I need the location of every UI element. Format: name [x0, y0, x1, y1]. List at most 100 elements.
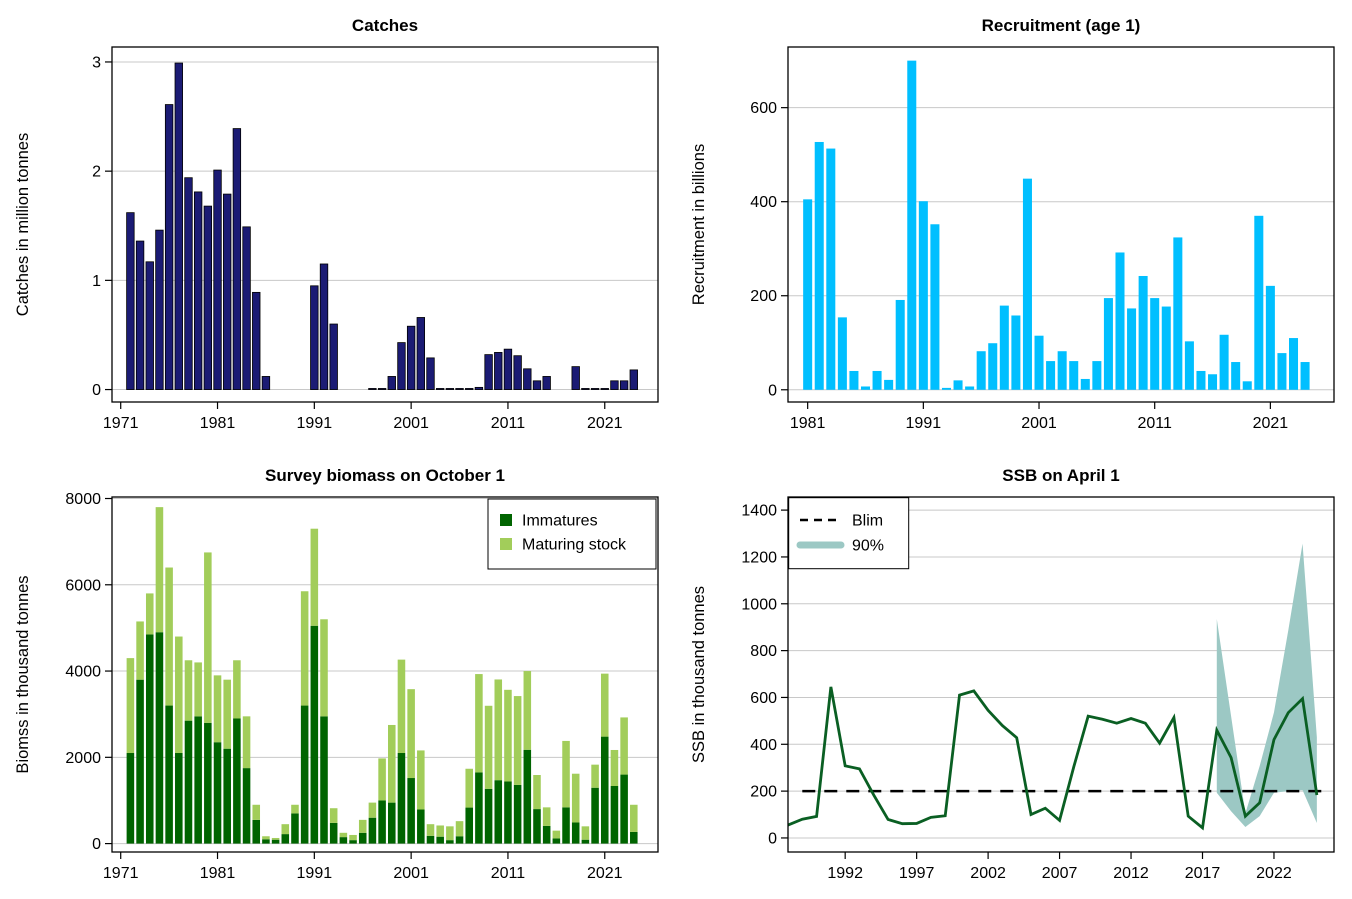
bar-immatures	[475, 772, 483, 844]
bar	[377, 388, 387, 390]
bar-immatures	[358, 832, 367, 844]
bar	[232, 128, 242, 390]
bar	[174, 62, 183, 390]
bar	[837, 317, 847, 390]
bar-maturing	[252, 804, 261, 820]
x-tick-label: 2001	[393, 415, 429, 432]
biomass-legend: Immatures Maturing stock	[487, 498, 657, 570]
bar-maturing	[581, 826, 590, 840]
x-tick-label: 1971	[103, 865, 139, 882]
bar	[416, 317, 425, 390]
x-tick-label: 1992	[827, 865, 863, 882]
y-tick-label: 400	[750, 737, 777, 754]
bar-maturing	[562, 740, 570, 808]
bar-immatures	[281, 834, 290, 844]
bar	[523, 368, 532, 390]
bar	[849, 370, 859, 390]
bar	[513, 355, 522, 390]
bar-maturing	[455, 821, 464, 837]
bar-maturing	[136, 621, 144, 680]
x-tick-label: 2017	[1185, 865, 1221, 882]
bar-maturing	[300, 591, 309, 706]
bar	[895, 299, 905, 390]
bar-maturing	[465, 768, 473, 808]
bar-immatures	[630, 831, 638, 844]
bar-immatures	[310, 625, 319, 844]
bar-immatures	[213, 742, 222, 844]
bar-immatures	[300, 705, 309, 844]
y-tick-label: 0	[92, 836, 101, 853]
y-tick-label: 0	[768, 382, 777, 399]
bar	[1069, 361, 1079, 390]
bar	[319, 263, 329, 390]
y-tick-label: 0	[92, 382, 101, 399]
y-tick-label: 6000	[65, 577, 101, 594]
plot-box	[787, 46, 1335, 403]
bar-immatures	[242, 768, 251, 844]
bar-maturing	[368, 802, 377, 818]
bar	[1231, 362, 1241, 390]
bar-maturing	[426, 824, 435, 836]
bar-immatures	[523, 749, 532, 844]
y-tick-label: 200	[750, 784, 777, 801]
bar	[1300, 362, 1310, 390]
bar-immatures	[204, 722, 212, 844]
bar-maturing	[339, 832, 348, 838]
x-tick-label: 1997	[899, 865, 935, 882]
bar-maturing	[175, 636, 183, 754]
bar	[600, 388, 609, 390]
bar	[484, 354, 493, 390]
bar-maturing	[475, 674, 483, 773]
ssb-panel: 1992 1997 2002 2007 2012 2017 2022 0 200 400 600 80…	[690, 466, 1335, 882]
plot-dynamic: 1971 1981 1991 2001 2011 2021 0 1 2 3	[92, 46, 659, 432]
bar-maturing	[591, 764, 599, 788]
bar-maturing	[494, 679, 503, 781]
bar	[426, 357, 435, 390]
y-tick-label: 600	[750, 100, 777, 117]
y-tick-label: 3	[92, 54, 101, 71]
bar	[329, 323, 338, 390]
bar-immatures	[329, 822, 338, 844]
bar	[164, 104, 174, 390]
plot-box	[111, 46, 659, 403]
bar	[619, 380, 629, 390]
recruitment-panel: 1981 1991 2001 2011 2021 0 200 400 600 Recruitme…	[690, 16, 1335, 432]
bar	[1046, 361, 1056, 390]
bar-maturing	[378, 758, 386, 801]
bar-immatures	[388, 802, 396, 844]
bar	[436, 388, 445, 390]
chart-title: SSB on April 1	[1002, 466, 1119, 485]
bar	[1022, 178, 1032, 390]
legend-box	[487, 498, 657, 570]
bar	[368, 388, 377, 390]
bar-immatures	[465, 807, 473, 844]
bar	[223, 193, 232, 390]
bar-maturing	[523, 671, 532, 750]
x-tick-label: 2011	[1137, 415, 1172, 432]
x-tick-label: 2011	[491, 415, 526, 432]
bar-immatures	[426, 835, 435, 844]
x-tick-label: 2007	[1042, 865, 1078, 882]
bar-immatures	[165, 705, 173, 844]
bar	[406, 325, 416, 390]
x-tick-label: 2021	[1253, 415, 1289, 432]
bar-maturing	[145, 593, 154, 635]
x-tick-label: 2012	[1113, 865, 1149, 882]
bar-maturing	[184, 660, 193, 721]
bar	[918, 201, 928, 390]
bar-immatures	[581, 839, 590, 844]
bar-maturing	[291, 804, 299, 814]
bar-immatures	[562, 807, 570, 844]
bar	[988, 343, 998, 390]
bar-immatures	[407, 778, 415, 844]
bar-immatures	[184, 720, 193, 844]
bar-immatures	[513, 784, 522, 844]
bar-immatures	[291, 813, 299, 844]
plot-box	[111, 496, 659, 853]
x-tick-label: 2011	[491, 865, 526, 882]
bar	[465, 388, 474, 390]
bar-immatures	[378, 800, 386, 844]
bar-maturing	[126, 658, 135, 754]
bar	[474, 386, 484, 390]
